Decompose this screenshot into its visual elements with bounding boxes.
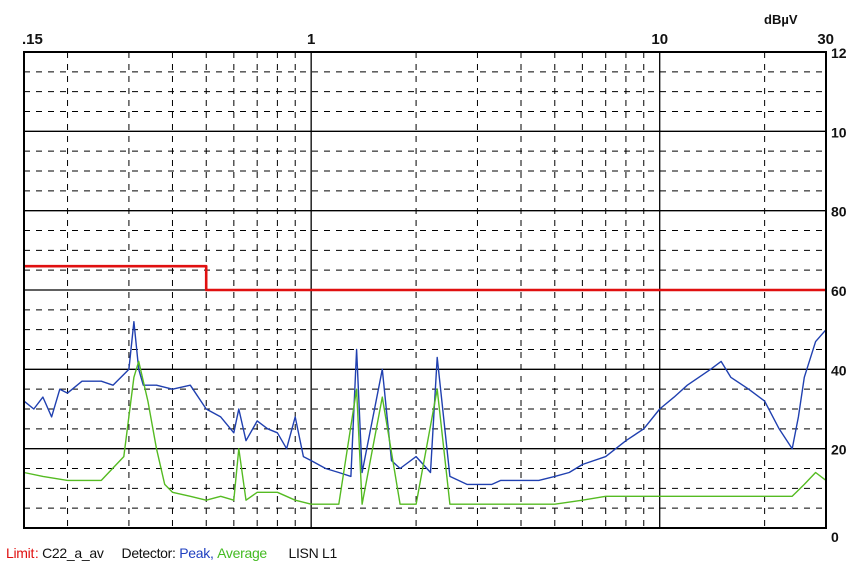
legend-limit-sep: : <box>34 545 43 561</box>
y-tick-labels: 120 100 80 60 40 20 0 <box>831 45 846 545</box>
series-group <box>23 264 827 505</box>
series-average-line <box>23 360 827 505</box>
y-tick-label: 120 <box>831 45 846 61</box>
legend-comma: , <box>209 545 218 561</box>
y-tick-label: 0 <box>831 529 839 545</box>
y-tick-label: 40 <box>831 362 846 378</box>
legend-peak-label: Peak <box>179 545 210 561</box>
x-tick-label: 1 <box>307 31 315 48</box>
x-tick-label: 30 <box>817 31 834 48</box>
y-tick-label: 100 <box>831 124 846 140</box>
x-tick-labels: .15 1 10 30 <box>22 31 834 48</box>
series-peak-line <box>23 321 827 486</box>
y-tick-label: 60 <box>831 283 846 299</box>
legend-average-label: Average <box>217 545 267 561</box>
legend-detector-label: Detector: <box>121 545 176 561</box>
x-tick-label: 10 <box>651 31 668 48</box>
y-tick-label: 80 <box>831 204 846 220</box>
legend-limit-value: C22_a_av <box>42 545 104 561</box>
plot-border <box>23 51 827 529</box>
legend: Limit : C22_a_av Detector: Peak, Average… <box>6 545 337 561</box>
legend-limit-label: Limit <box>6 545 35 561</box>
grid <box>24 52 826 528</box>
y-axis-unit: dBµV <box>764 12 798 27</box>
series-limit-line <box>24 264 826 292</box>
y-tick-label: 20 <box>831 442 846 458</box>
legend-lisn-label: LISN L1 <box>288 545 337 561</box>
x-tick-label: .15 <box>22 31 43 48</box>
